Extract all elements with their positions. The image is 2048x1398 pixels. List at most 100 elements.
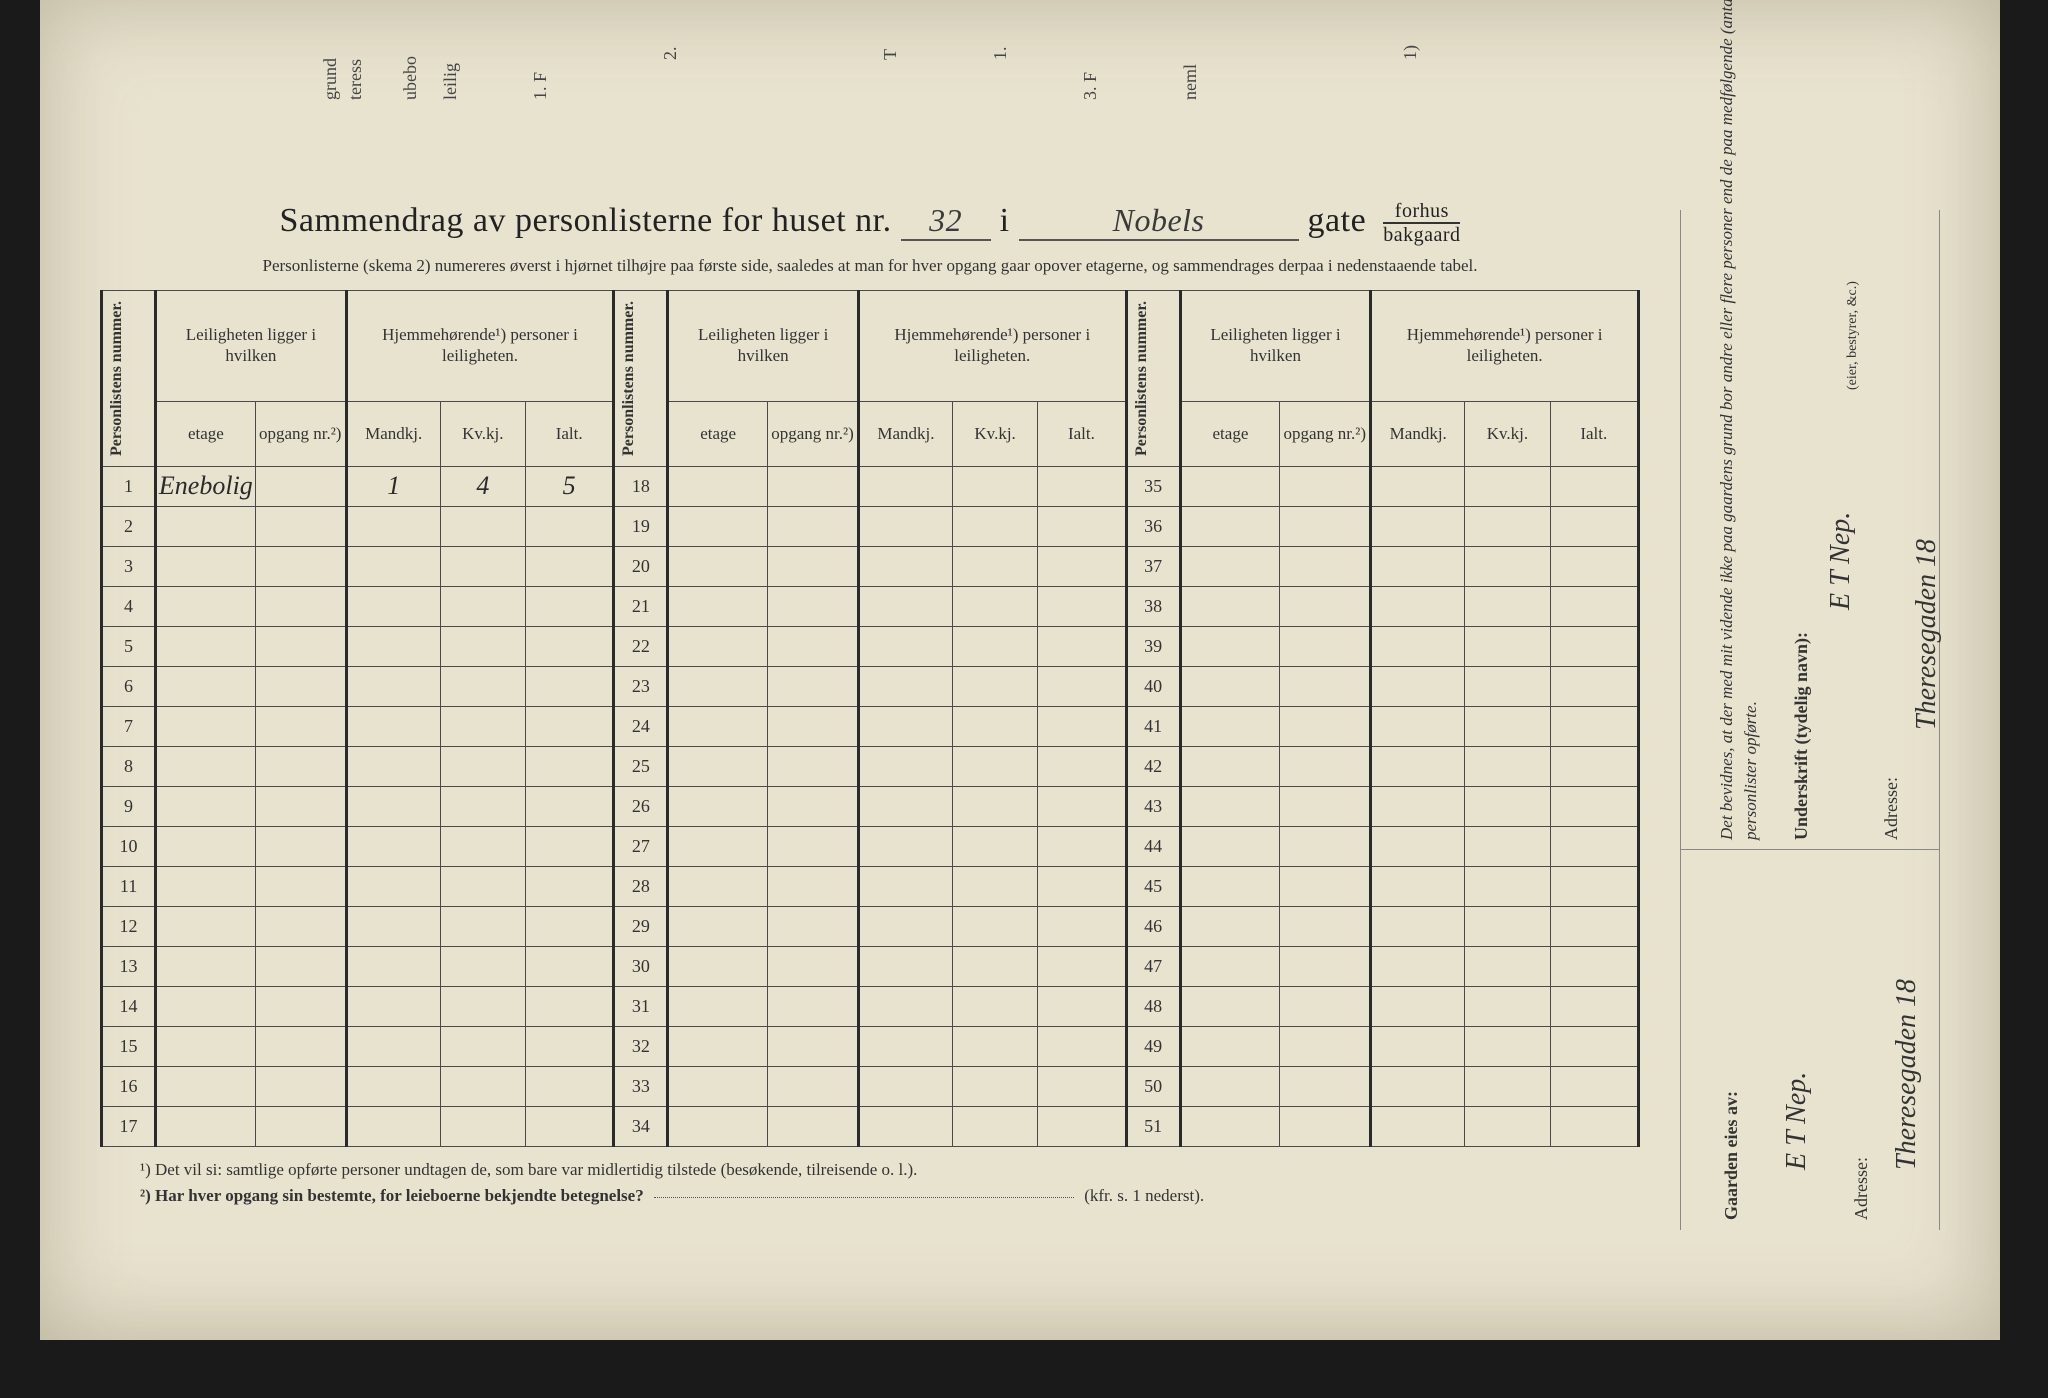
house-number: 32 <box>901 202 991 241</box>
table-cell <box>668 1106 768 1146</box>
table-cell <box>1180 666 1280 706</box>
table-cell: 22 <box>614 626 668 666</box>
top-partial-labels: grund teress ubebo leilig 1. F 2. T 1. 3… <box>100 0 1600 180</box>
col-personlistens: Personlistens nummer. <box>617 295 640 462</box>
table-cell: 4 <box>102 586 156 626</box>
table-cell <box>668 1066 768 1106</box>
table-cell <box>1038 466 1126 506</box>
table-cell <box>1180 1066 1280 1106</box>
table-cell <box>440 1106 525 1146</box>
top-label: 1) <box>1400 45 1421 60</box>
table-cell: 21 <box>614 586 668 626</box>
table-cell <box>767 746 858 786</box>
top-label: 1. <box>990 47 1011 61</box>
table-cell <box>1465 706 1550 746</box>
col-opgang: opgang nr.²) <box>767 401 858 466</box>
table-cell <box>1371 626 1465 666</box>
table-cell <box>1280 1066 1371 1106</box>
table-cell: 40 <box>1126 666 1180 706</box>
col-mandkj: Mandkj. <box>859 401 953 466</box>
declaration-upper: Det bevidnes, at der med mit vidende ikk… <box>1681 210 1939 850</box>
col-ialt: Ialt. <box>1038 401 1126 466</box>
table-cell <box>255 546 346 586</box>
table-row: 92643 <box>102 786 1639 826</box>
top-label: T <box>880 49 901 60</box>
adresse-label: Adresse: <box>1881 777 1902 840</box>
table-cell: 2 <box>102 506 156 546</box>
table-cell: 4 <box>440 466 525 506</box>
table-cell <box>1465 1106 1550 1146</box>
table-cell <box>1371 746 1465 786</box>
table-cell <box>767 1066 858 1106</box>
table-cell: 50 <box>1126 1066 1180 1106</box>
table-cell <box>255 706 346 746</box>
table-cell <box>526 786 614 826</box>
table-cell <box>668 866 768 906</box>
table-cell: 6 <box>102 666 156 706</box>
table-cell <box>526 666 614 706</box>
table-row: 143148 <box>102 986 1639 1026</box>
owner-signature: E T Nep. <box>1781 1072 1813 1170</box>
col-leilighet: Leiligheten ligger i hvilken <box>1180 291 1371 402</box>
table-cell <box>1038 1066 1126 1106</box>
table-cell: 39 <box>1126 626 1180 666</box>
table-cell <box>1550 786 1638 826</box>
table-cell <box>1038 1026 1126 1066</box>
table-cell: 7 <box>102 706 156 746</box>
table-cell <box>526 946 614 986</box>
table-cell <box>1550 466 1638 506</box>
table-cell: 37 <box>1126 546 1180 586</box>
table-cell <box>1465 506 1550 546</box>
table-cell: 9 <box>102 786 156 826</box>
table-cell <box>1371 1026 1465 1066</box>
owner-address: Theresegaden 18 <box>1891 979 1923 1170</box>
table-cell <box>859 986 953 1026</box>
frac-top: forhus <box>1383 200 1460 224</box>
table-cell <box>767 1106 858 1146</box>
table-cell: 1 <box>346 466 440 506</box>
table-cell <box>1180 786 1280 826</box>
table-cell <box>440 1026 525 1066</box>
table-cell <box>859 946 953 986</box>
table-cell <box>440 626 525 666</box>
table-cell <box>1038 746 1126 786</box>
table-cell <box>440 746 525 786</box>
table-cell <box>1038 586 1126 626</box>
table-cell: 49 <box>1126 1026 1180 1066</box>
footnote-2: ²) Har hver opgang sin bestemte, for lei… <box>140 1183 1640 1209</box>
table-cell <box>156 706 256 746</box>
top-label: neml <box>1180 64 1201 100</box>
col-leilighet: Leiligheten ligger i hvilken <box>156 291 347 402</box>
table-row: 153249 <box>102 1026 1639 1066</box>
table-row: 133047 <box>102 946 1639 986</box>
table-cell <box>1038 506 1126 546</box>
col-etage: etage <box>1180 401 1280 466</box>
owner-adresse-label: Adresse: <box>1851 1157 1872 1220</box>
table-cell <box>1180 1026 1280 1066</box>
table-row: 173451 <box>102 1106 1639 1146</box>
title: Sammendrag av personlisterne for huset n… <box>100 200 1640 252</box>
table-cell: 38 <box>1126 586 1180 626</box>
table-cell <box>859 1066 953 1106</box>
table-cell <box>440 666 525 706</box>
top-label: teress <box>345 59 366 100</box>
table-cell <box>767 1026 858 1066</box>
table-cell <box>255 746 346 786</box>
table-cell <box>440 946 525 986</box>
col-personlistens: Personlistens nummer. <box>1130 295 1153 462</box>
table-cell <box>156 1106 256 1146</box>
top-label: grund <box>320 58 341 100</box>
table-cell <box>156 866 256 906</box>
table-cell <box>346 866 440 906</box>
table-cell <box>1280 1026 1371 1066</box>
table-cell <box>1550 826 1638 866</box>
table-cell <box>952 626 1037 666</box>
table-cell <box>1180 746 1280 786</box>
table-cell <box>952 946 1037 986</box>
table-cell <box>1038 946 1126 986</box>
table-cell <box>1180 506 1280 546</box>
top-label: ubebo <box>400 56 421 100</box>
table-cell <box>952 506 1037 546</box>
table-cell <box>1371 506 1465 546</box>
table-cell <box>1465 866 1550 906</box>
